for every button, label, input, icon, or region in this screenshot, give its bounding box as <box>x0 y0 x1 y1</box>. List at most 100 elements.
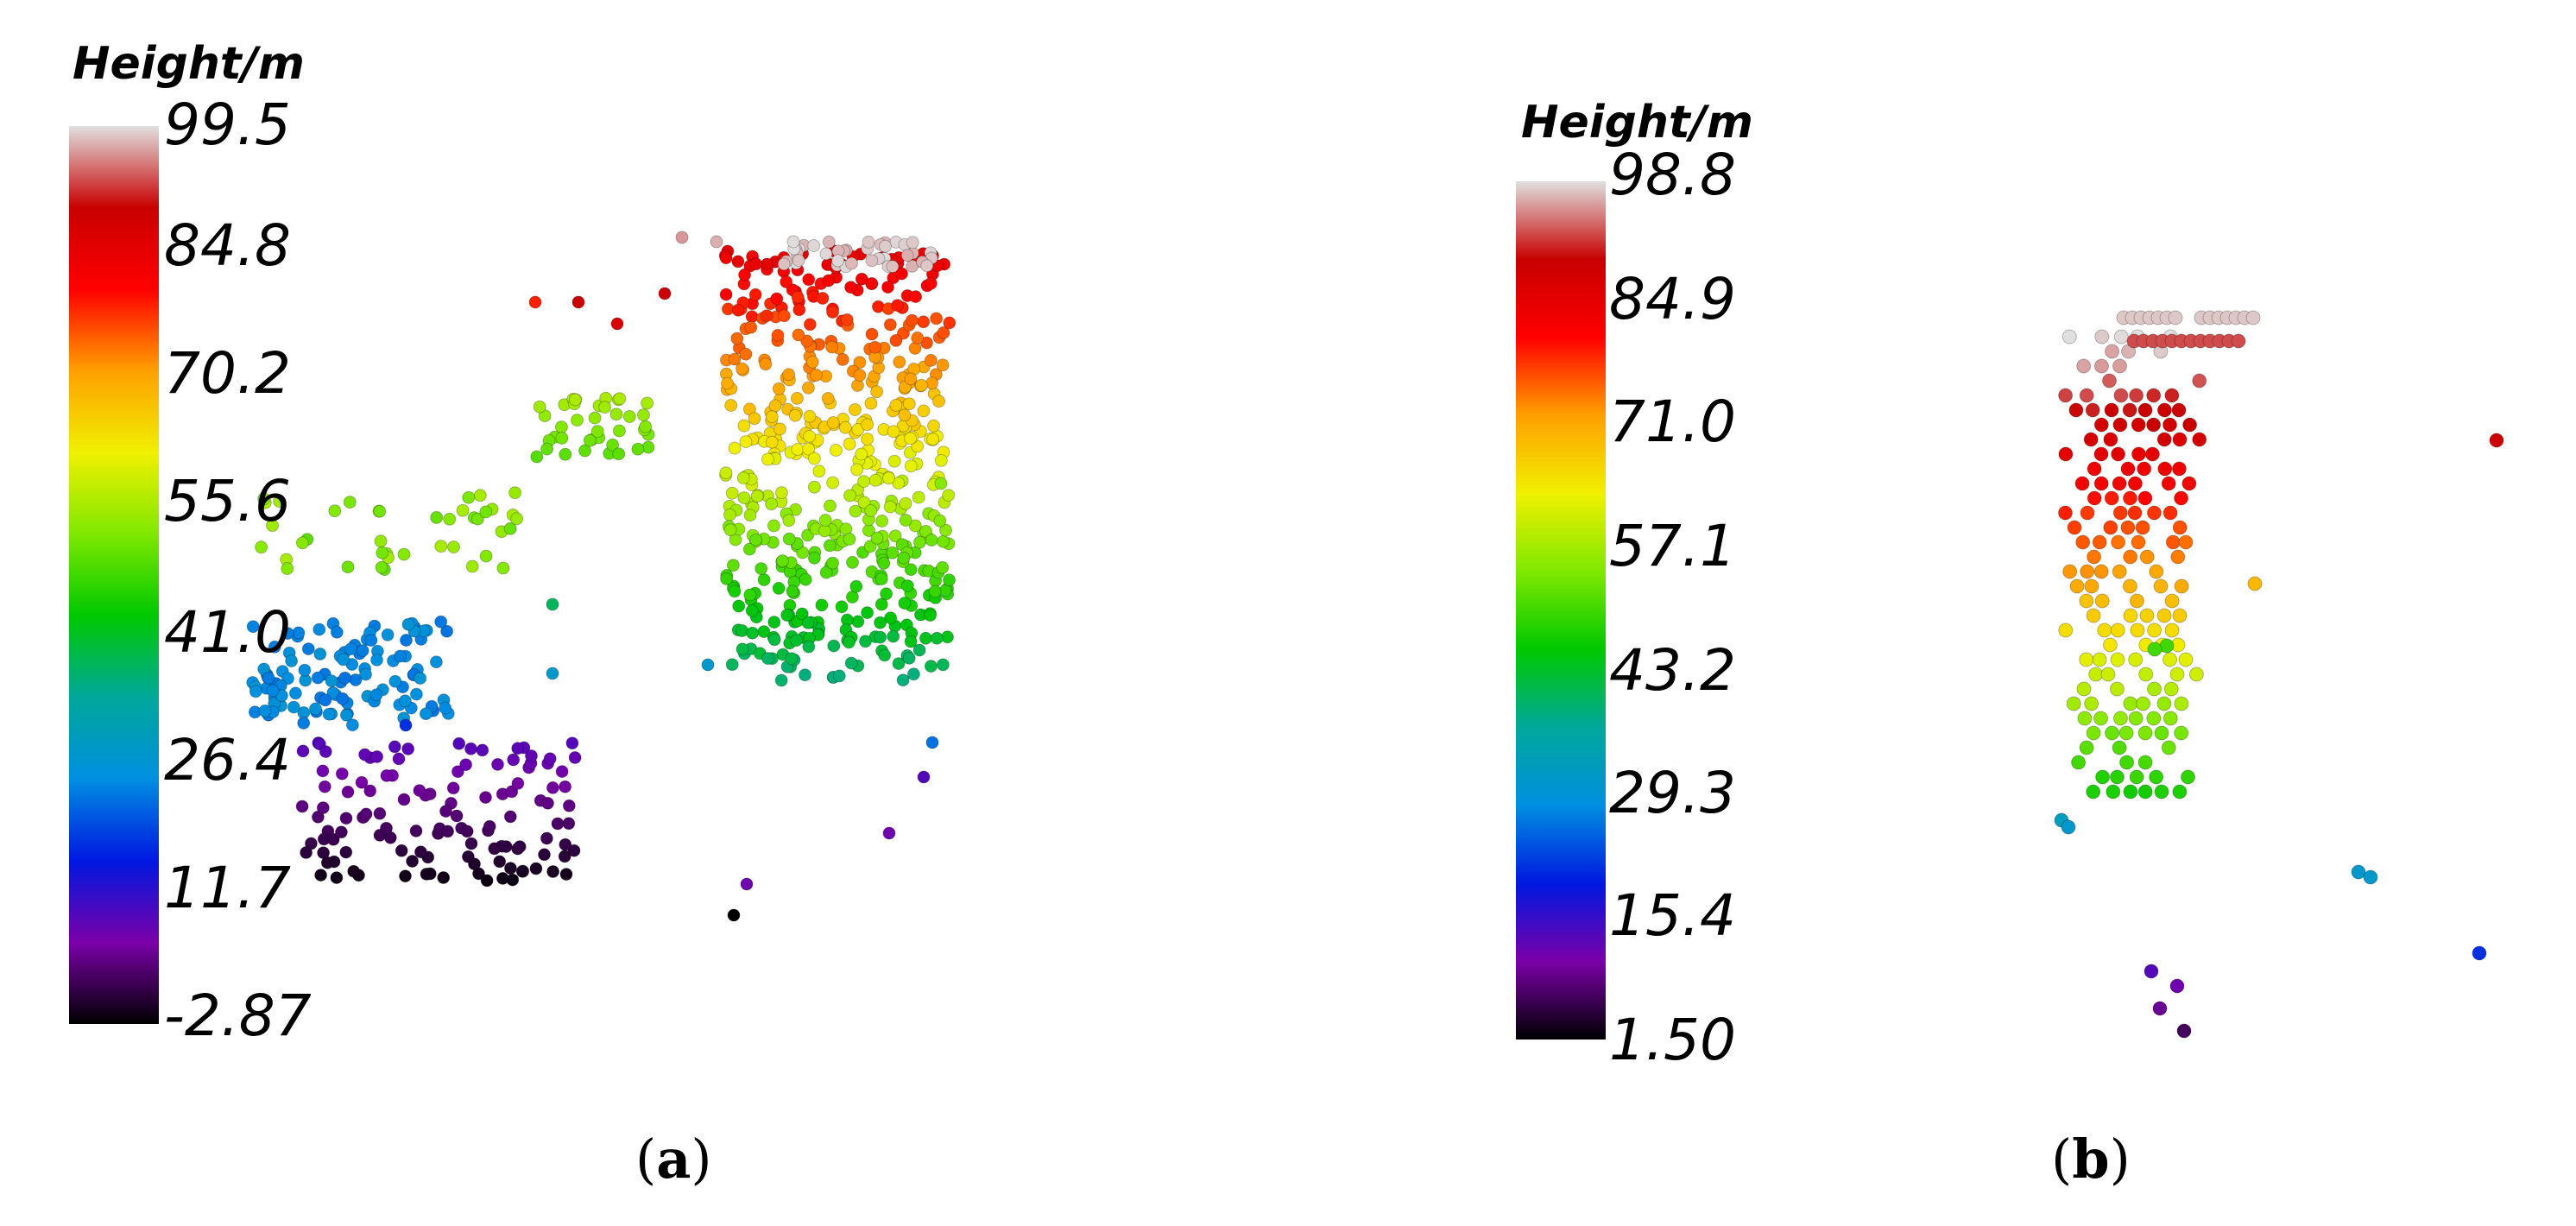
point-b <box>2247 576 2263 591</box>
point-b <box>2131 534 2146 550</box>
point-a <box>761 452 774 466</box>
point-a <box>924 276 938 290</box>
point-a <box>530 450 544 464</box>
point-a <box>862 235 875 249</box>
point-a <box>868 340 882 354</box>
point-b <box>2118 725 2134 741</box>
point-a <box>861 418 874 432</box>
point-a <box>880 587 893 601</box>
point-b <box>2139 608 2155 623</box>
point-a <box>902 397 916 411</box>
point-a <box>767 519 780 533</box>
point-b <box>2087 461 2102 477</box>
point-a <box>491 757 504 771</box>
point-a <box>723 508 736 521</box>
point-a <box>339 845 353 859</box>
point-b <box>2095 769 2111 785</box>
colorbar-tick-a-6: 11.7 <box>164 855 291 921</box>
point-a <box>341 785 355 799</box>
point-a <box>719 466 733 480</box>
point-a <box>325 674 338 688</box>
point-a <box>392 752 406 766</box>
point-a <box>796 546 810 559</box>
point-b <box>2137 784 2153 799</box>
point-a <box>373 504 387 518</box>
point-b <box>2120 461 2136 477</box>
point-a <box>844 656 858 670</box>
point-a <box>731 303 745 317</box>
point-a <box>845 256 858 270</box>
point-a <box>801 528 815 542</box>
point-b <box>2113 329 2129 344</box>
point-a <box>296 744 310 758</box>
point-b <box>2130 622 2145 638</box>
point-a <box>853 369 867 382</box>
point-a <box>730 332 744 345</box>
point-a <box>736 471 750 485</box>
point-a <box>774 486 788 500</box>
point-b <box>2083 432 2099 447</box>
point-a <box>555 431 569 445</box>
point-a <box>465 559 479 573</box>
colorbar-title-b: Height/m <box>1521 97 1753 149</box>
point-b <box>2171 402 2187 418</box>
point-a <box>754 562 768 576</box>
point-a <box>318 780 331 793</box>
point-a <box>849 504 862 518</box>
point-a <box>343 496 357 509</box>
point-b <box>2111 534 2126 550</box>
point-a <box>397 793 411 806</box>
point-a <box>728 441 742 455</box>
point-b <box>2192 373 2207 389</box>
point-a <box>791 290 805 304</box>
point-a <box>850 463 864 477</box>
point-b <box>2061 819 2076 835</box>
point-a <box>701 658 715 672</box>
point-a <box>802 640 816 654</box>
point-a <box>882 471 896 485</box>
point-b <box>2061 329 2077 344</box>
point-a <box>937 325 950 339</box>
point-b <box>2131 446 2146 462</box>
point-a <box>330 625 344 639</box>
point-b <box>2105 344 2120 359</box>
point-a <box>838 420 852 434</box>
point-a <box>819 247 833 261</box>
point-a <box>419 707 432 721</box>
point-a <box>865 327 879 341</box>
point-a <box>936 658 950 672</box>
point-a <box>881 281 894 294</box>
point-a <box>381 628 395 641</box>
point-a <box>598 401 612 414</box>
point-b <box>2135 520 2150 535</box>
point-a <box>473 489 487 502</box>
point-a <box>301 642 315 656</box>
point-a <box>395 844 408 857</box>
point-a <box>406 855 420 868</box>
point-a <box>326 686 340 699</box>
point-a <box>511 742 525 755</box>
point-a <box>782 514 796 528</box>
point-a <box>887 629 900 643</box>
point-b <box>2156 402 2172 418</box>
point-a <box>875 515 889 528</box>
point-b <box>2058 388 2074 403</box>
point-a <box>369 688 383 702</box>
point-a <box>345 718 359 732</box>
point-a <box>511 776 525 790</box>
point-a <box>440 624 454 638</box>
point-a <box>936 358 950 372</box>
point-a <box>503 862 517 875</box>
point-a <box>932 395 945 408</box>
point-a <box>658 287 672 300</box>
point-a <box>732 599 746 613</box>
colorbar-b <box>1516 181 1606 1040</box>
point-b <box>2112 358 2127 374</box>
colorbar-tick-a-2: 70.2 <box>164 340 291 407</box>
point-b <box>2153 578 2169 594</box>
point-a <box>848 403 862 416</box>
point-a <box>861 433 874 446</box>
point-a <box>749 533 763 547</box>
point-a <box>356 644 369 658</box>
point-a <box>441 825 455 838</box>
